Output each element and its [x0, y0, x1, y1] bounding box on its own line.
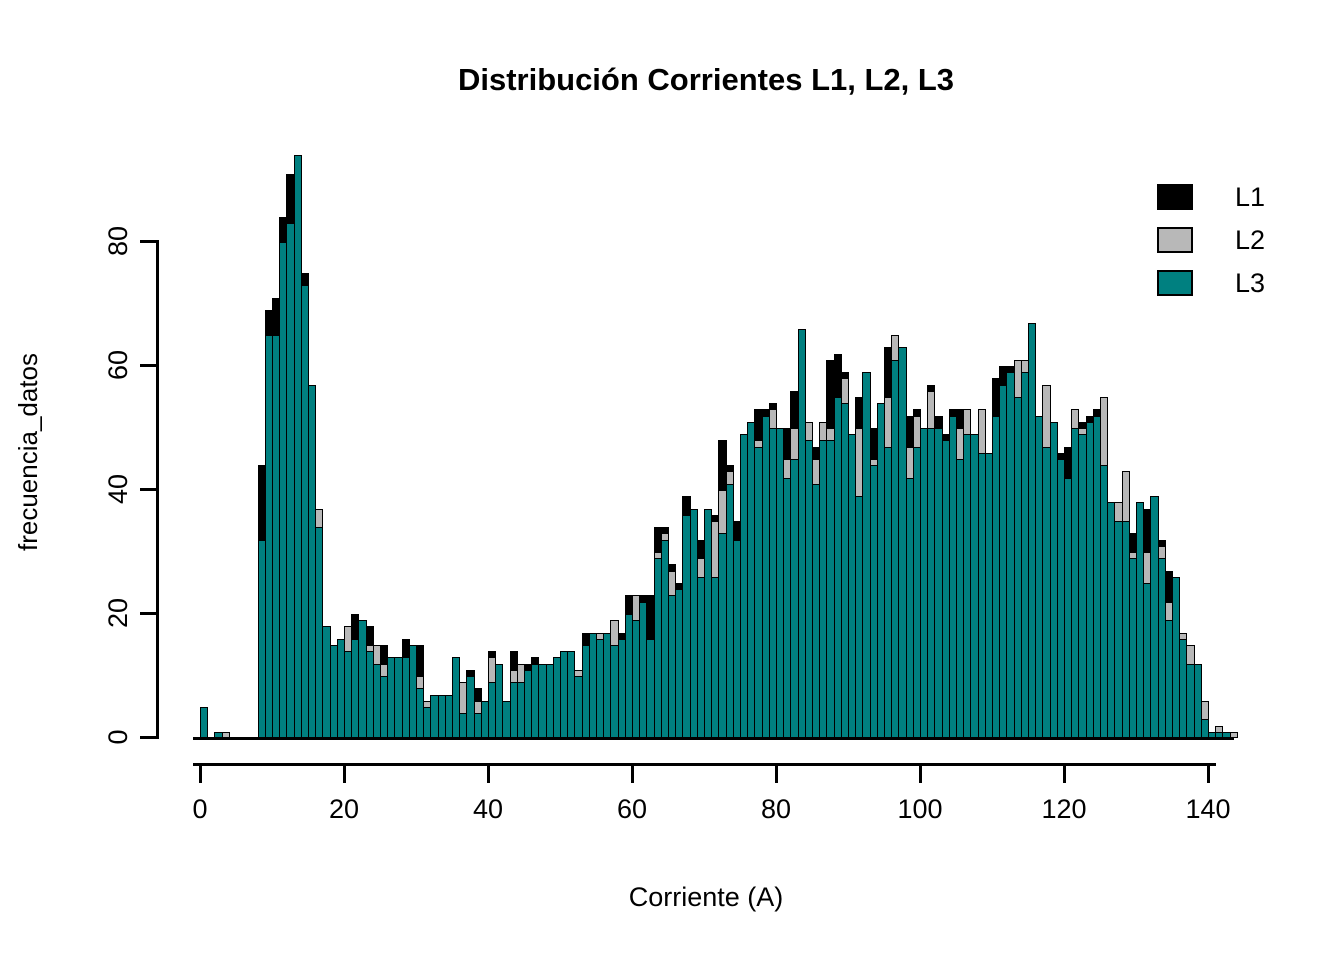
x-tick-label-0: 0 [192, 794, 208, 824]
legend-label-l2: L2 [1235, 225, 1266, 255]
y-tick-60 [140, 364, 157, 367]
y-axis-label: frecuencia_datos [13, 352, 43, 552]
x-tick-60 [631, 763, 634, 783]
legend-swatch-l2 [1157, 227, 1193, 253]
y-tick-label-0: 0 [103, 729, 133, 745]
x-tick-label-120: 120 [1041, 794, 1087, 824]
x-tick-label-60: 60 [616, 794, 648, 824]
x-tick-label-140: 140 [1185, 794, 1231, 824]
x-tick-20 [343, 763, 346, 783]
y-axis-line [156, 240, 159, 739]
legend-label-l1: L1 [1235, 182, 1266, 212]
x-tick-140 [1207, 763, 1210, 783]
y-tick-40 [140, 488, 157, 491]
legend-swatch-l3 [1157, 270, 1193, 296]
x-tick-label-40: 40 [472, 794, 504, 824]
legend-item-l2: L2 [1157, 226, 1265, 254]
y-tick-20 [140, 612, 157, 615]
y-tick-80 [140, 240, 157, 243]
x-axis-line [193, 763, 1216, 766]
plot-baseline [193, 737, 1234, 740]
y-tick-label-20: 20 [103, 597, 133, 629]
legend: L1 L2 L3 [1157, 183, 1265, 312]
y-tick-label-60: 60 [103, 349, 133, 381]
x-tick-100 [919, 763, 922, 783]
x-tick-label-100: 100 [897, 794, 943, 824]
y-tick-label-40: 40 [103, 473, 133, 505]
x-tick-40 [487, 763, 490, 783]
legend-item-l1: L1 [1157, 183, 1265, 211]
y-tick-0 [140, 736, 157, 739]
chart-title: Distribución Corrientes L1, L2, L3 [457, 62, 955, 97]
x-axis-label: Corriente (A) [628, 882, 784, 912]
x-tick-label-80: 80 [760, 794, 792, 824]
x-tick-80 [775, 763, 778, 783]
x-tick-0 [199, 763, 202, 783]
x-tick-120 [1063, 763, 1066, 783]
legend-item-l3: L3 [1157, 269, 1265, 297]
y-tick-label-80: 80 [103, 225, 133, 257]
legend-swatch-l1 [1157, 184, 1193, 210]
x-tick-label-20: 20 [328, 794, 360, 824]
legend-label-l3: L3 [1235, 268, 1266, 298]
bar-l3-0 [200, 707, 209, 738]
